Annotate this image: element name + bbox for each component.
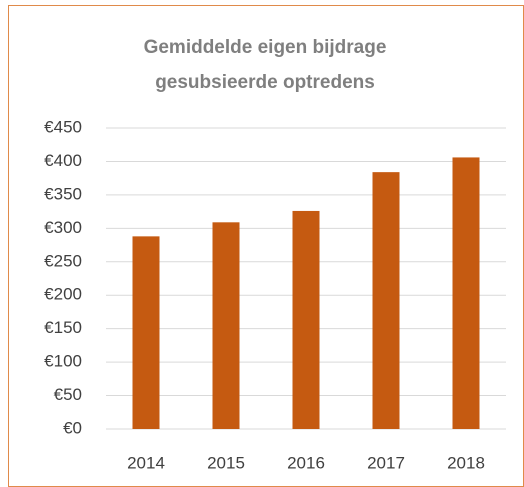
bar [372,172,400,429]
y-tick-label: €350 [44,184,82,203]
x-tick-label: 2016 [287,453,325,472]
y-tick-label: €100 [44,352,82,371]
x-tick-label: 2017 [367,453,405,472]
y-tick-label: €200 [44,285,82,304]
x-tick-label: 2014 [127,453,165,472]
bar [452,157,480,430]
y-tick-label: €0 [63,418,82,437]
y-tick-label: €400 [44,151,82,170]
bar [212,222,240,429]
y-tick-label: €450 [44,117,82,136]
bar [132,236,160,429]
y-tick-label: €50 [54,385,82,404]
chart-title: Gemiddelde eigen bijdrage gesubsieerde o… [143,37,387,93]
y-tick-label: €250 [44,251,82,270]
x-tick-label: 2015 [207,453,245,472]
y-tick-label: €150 [44,318,82,337]
bar [292,210,320,429]
x-tick-label: 2018 [447,453,485,472]
y-tick-label: €300 [44,218,82,237]
